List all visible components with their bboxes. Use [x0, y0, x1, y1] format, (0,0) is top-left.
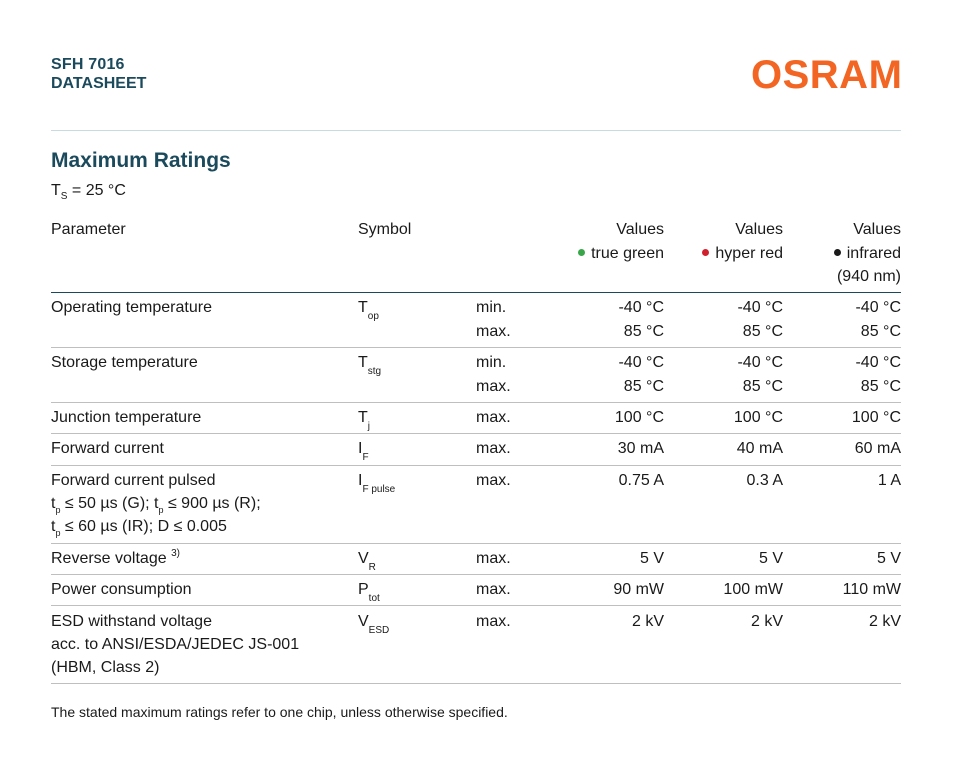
value-red: 100 mW: [723, 581, 783, 598]
value-green: 0.75 A: [618, 472, 664, 489]
param-pulse-condition-1: tp ≤ 50 µs (G); tp ≤ 900 µs (R);: [51, 495, 261, 515]
header-parameter: Parameter: [51, 221, 126, 238]
param-forward-current: Forward current: [51, 440, 164, 457]
symbol-tstg: Tstg: [358, 354, 382, 377]
brand-logo: OSRAM: [751, 53, 903, 97]
header-infrared-wavelength: (940 nm): [836, 268, 901, 285]
limit-max: max.: [476, 550, 511, 567]
test-condition: TS = 25 °C: [51, 182, 126, 203]
header-symbol: Symbol: [358, 221, 412, 238]
black-dot-icon: [833, 249, 841, 256]
header-values-red: Values: [735, 221, 783, 238]
value-green-min: -40 °C: [618, 354, 664, 371]
param-esd-voltage: ESD withstand voltage: [51, 613, 212, 630]
green-dot-icon: [578, 249, 586, 256]
limit-max: max.: [476, 378, 511, 395]
table-bottom-rule: [51, 683, 901, 684]
header-values-infrared: Values: [853, 221, 901, 238]
row-divider: [51, 433, 901, 434]
param-pulse-condition-2: tp ≤ 60 µs (IR); D ≤ 0.005: [51, 518, 227, 538]
limit-min: min.: [476, 299, 507, 316]
value-ir-min: -40 °C: [855, 354, 901, 371]
value-ir: 1 A: [877, 472, 901, 489]
value-ir: 5 V: [876, 550, 901, 567]
footnote-ref: 3): [171, 548, 180, 559]
value-red: 5 V: [758, 550, 783, 567]
param-esd-standard: acc. to ANSI/ESDA/JEDEC JS-001: [51, 636, 300, 653]
param-forward-current-pulsed: Forward current pulsed: [51, 472, 216, 489]
header-infrared: infrared: [801, 242, 901, 265]
row-divider: [51, 347, 901, 348]
product-name: SFH 7016: [51, 56, 125, 73]
param-storage-temperature: Storage temperature: [51, 354, 198, 371]
section-title: Maximum Ratings: [51, 149, 231, 172]
value-red-min: -40 °C: [737, 299, 783, 316]
limit-max: max.: [476, 613, 511, 630]
symbol-top: Top: [358, 299, 379, 322]
row-divider: [51, 465, 901, 466]
symbol-if: IF: [358, 440, 369, 463]
limit-max: max.: [476, 472, 511, 489]
row-divider: [51, 402, 901, 403]
symbol-vesd: VESD: [358, 613, 390, 636]
value-green: 30 mA: [617, 440, 664, 457]
header-rule: [51, 292, 901, 293]
value-green: 90 mW: [613, 581, 664, 598]
value-ir: 110 mW: [842, 581, 901, 598]
limit-max: max.: [476, 323, 511, 340]
value-green-min: -40 °C: [618, 299, 664, 316]
value-green: 5 V: [639, 550, 664, 567]
param-esd-class: (HBM, Class 2): [51, 659, 160, 676]
header-true-green: true green: [564, 242, 664, 265]
symbol-tj: Tj: [358, 409, 371, 432]
value-ir-min: -40 °C: [855, 299, 901, 316]
row-divider: [51, 574, 901, 575]
value-green: 2 kV: [631, 613, 664, 630]
footnote: The stated maximum ratings refer to one …: [51, 704, 508, 720]
symbol-if-pulse: IF pulse: [358, 472, 396, 495]
value-green: 100 °C: [614, 409, 664, 426]
value-red-min: -40 °C: [737, 354, 783, 371]
value-ir-max: 85 °C: [860, 378, 901, 395]
limit-max: max.: [476, 581, 511, 598]
header-hyper-red: hyper red: [683, 242, 783, 265]
limit-max: max.: [476, 409, 511, 426]
row-divider: [51, 605, 901, 606]
red-dot-icon: [702, 249, 710, 256]
document-type: DATASHEET: [51, 75, 147, 92]
limit-max: max.: [476, 440, 511, 457]
param-power-consumption: Power consumption: [51, 581, 192, 598]
value-green-max: 85 °C: [623, 323, 664, 340]
value-red-max: 85 °C: [742, 378, 783, 395]
param-operating-temperature: Operating temperature: [51, 299, 212, 316]
value-ir: 100 °C: [851, 409, 901, 426]
value-ir: 60 mA: [854, 440, 901, 457]
row-divider: [51, 543, 901, 544]
value-red: 40 mA: [736, 440, 783, 457]
value-red-max: 85 °C: [742, 323, 783, 340]
param-reverse-voltage: Reverse voltage 3): [51, 548, 180, 567]
value-ir-max: 85 °C: [860, 323, 901, 340]
header-values-green: Values: [616, 221, 664, 238]
value-ir: 2 kV: [868, 613, 901, 630]
param-junction-temperature: Junction temperature: [51, 409, 202, 426]
value-green-max: 85 °C: [623, 378, 664, 395]
value-red: 2 kV: [750, 613, 783, 630]
symbol-vr: VR: [358, 550, 376, 573]
value-red: 100 °C: [733, 409, 783, 426]
limit-min: min.: [476, 354, 507, 371]
symbol-ptot: Ptot: [358, 581, 380, 604]
header-divider: [51, 130, 901, 131]
value-red: 0.3 A: [746, 472, 783, 489]
